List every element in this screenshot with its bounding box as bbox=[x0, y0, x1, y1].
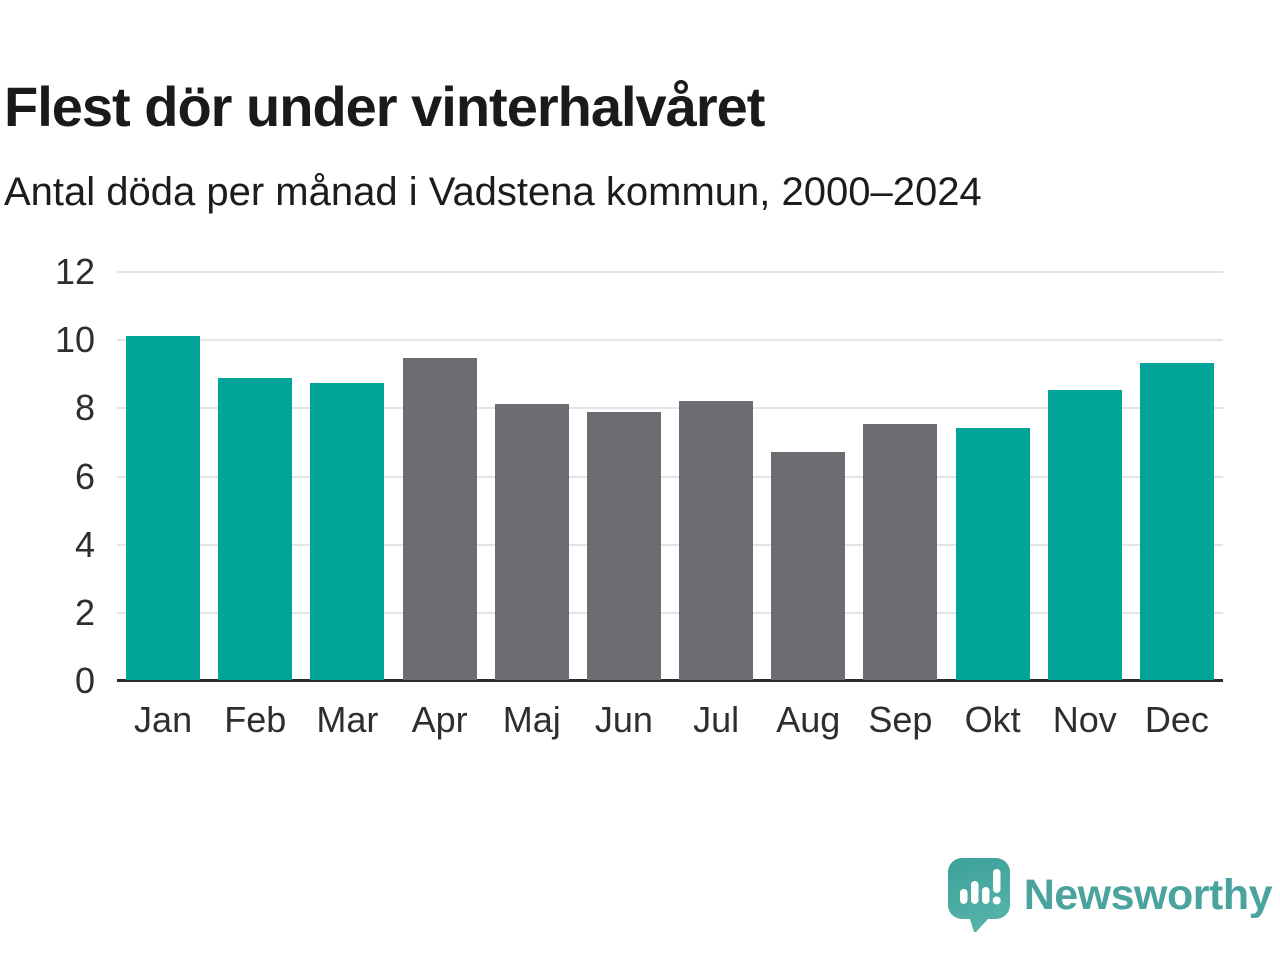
y-tick-label-4: 4 bbox=[74, 523, 95, 565]
bar-sep bbox=[863, 424, 938, 680]
gridline-10 bbox=[117, 339, 1223, 342]
x-tick-label-feb: Feb bbox=[224, 699, 287, 740]
y-tick-label-2: 2 bbox=[74, 591, 95, 633]
bar-okt bbox=[955, 427, 1030, 680]
bar-maj bbox=[494, 403, 569, 680]
x-tick-label-dec: Dec bbox=[1144, 699, 1209, 740]
x-tick-label-nov: Nov bbox=[1052, 699, 1117, 740]
brand-name-label: Newsworthy bbox=[1023, 871, 1273, 919]
bar-aug bbox=[771, 451, 846, 680]
x-tick-label-sep: Sep bbox=[868, 699, 933, 740]
bar-nov bbox=[1047, 390, 1122, 680]
gridline-6 bbox=[117, 475, 1223, 478]
x-tick-label-mar: Mar bbox=[316, 699, 379, 740]
gridline-2 bbox=[117, 611, 1223, 614]
bar-jul bbox=[679, 400, 754, 680]
x-axis-line bbox=[117, 679, 1223, 682]
bar-apr bbox=[402, 357, 477, 680]
chart-subtitle: Antal döda per månad i Vadstena kommun, … bbox=[4, 170, 982, 214]
bar-feb bbox=[218, 378, 293, 680]
gridline-4 bbox=[117, 543, 1223, 546]
y-tick-label-12: 12 bbox=[54, 251, 95, 292]
newsworthy-brand-link[interactable]: Newsworthy bbox=[947, 858, 1273, 932]
bar-jun bbox=[586, 412, 661, 680]
x-tick-label-jun: Jun bbox=[594, 699, 653, 740]
x-tick-label-apr: Apr bbox=[411, 699, 468, 740]
plot-area bbox=[117, 271, 1223, 682]
x-tick-label-jul: Jul bbox=[693, 699, 740, 740]
bar-mar bbox=[310, 383, 385, 680]
newsworthy-logo-icon bbox=[947, 858, 1010, 932]
x-tick-label-jan: Jan bbox=[134, 699, 193, 740]
page-title: Flest dör under vinterhalvåret bbox=[4, 74, 765, 138]
y-tick-label-10: 10 bbox=[54, 319, 95, 361]
y-axis: 0 2 4 6 8 10 12 bbox=[0, 252, 100, 701]
x-axis: Jan Feb Mar Apr Maj Jun Jul Aug Sep Okt Nov Dec bbox=[117, 695, 1223, 745]
x-tick-label-aug: Aug bbox=[776, 699, 841, 740]
x-tick-label-okt: Okt bbox=[964, 699, 1021, 740]
bar-jan bbox=[126, 335, 201, 680]
x-tick-label-maj: Maj bbox=[502, 699, 561, 740]
gridline-8 bbox=[117, 407, 1223, 410]
y-tick-label-8: 8 bbox=[74, 387, 95, 429]
bar-dec bbox=[1139, 363, 1214, 680]
y-tick-label-6: 6 bbox=[74, 455, 95, 497]
gridline-12 bbox=[117, 271, 1223, 273]
y-tick-label-0: 0 bbox=[74, 660, 95, 701]
